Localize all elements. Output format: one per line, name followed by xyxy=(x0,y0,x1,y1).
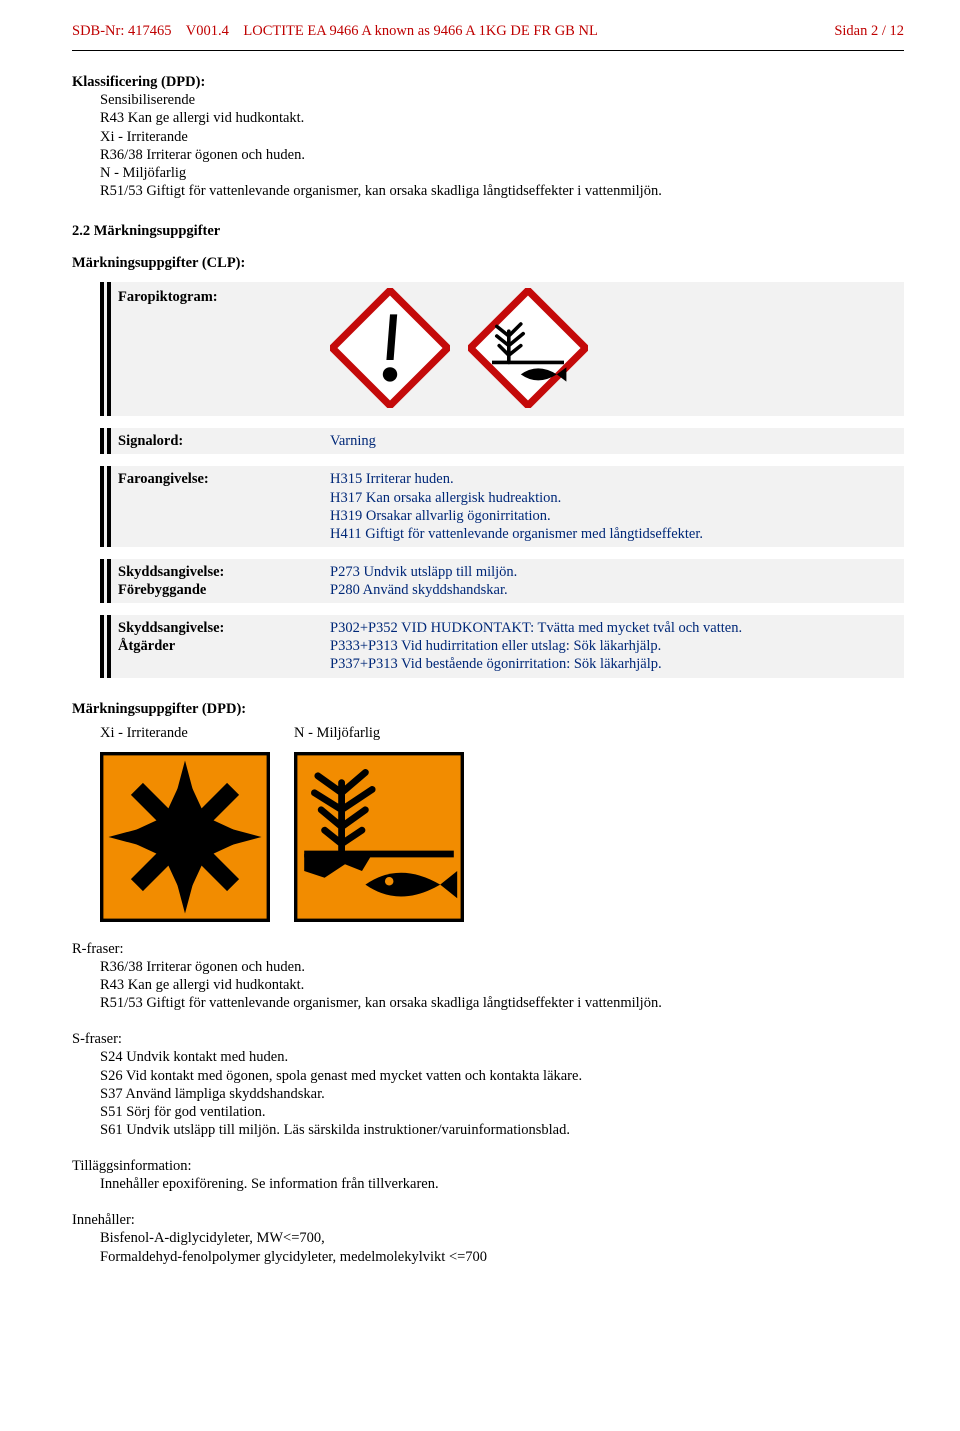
clp-response-label: Skyddsangivelse: Åtgärder xyxy=(114,615,324,659)
dpd-environment-icon xyxy=(294,752,464,922)
label-line: Åtgärder xyxy=(118,637,318,655)
clp-prevention-values: P273 Undvik utsläpp till miljön. P280 An… xyxy=(324,559,904,603)
clp-hazard-row: Faroangivelse: H315 Irriterar huden. H31… xyxy=(100,466,904,547)
p-statement: P273 Undvik utsläpp till miljön. xyxy=(330,563,898,581)
dpd-classification: Klassificering (DPD): Sensibiliserende R… xyxy=(72,73,904,200)
row-bars xyxy=(100,466,114,547)
contains-title: Innehåller: xyxy=(72,1211,904,1229)
ghs-exclamation-icon xyxy=(330,288,450,408)
h-statement: H315 Irriterar huden. xyxy=(330,470,898,488)
s-phrase: S26 Vid kontakt med ögonen, spola genast… xyxy=(100,1067,904,1085)
extra-info: Tilläggsinformation: Innehåller epoxiför… xyxy=(72,1157,904,1193)
section-2-2-heading: 2.2 Märkningsuppgifter xyxy=(72,222,904,240)
row-bars xyxy=(100,428,114,454)
s-phrases: S-fraser: S24 Undvik kontakt med huden. … xyxy=(72,1030,904,1139)
clp-signalword-row: Signalord: Varning xyxy=(100,428,904,454)
clp-response-row: Skyddsangivelse: Åtgärder P302+P352 VID … xyxy=(100,615,904,677)
r-phrases: R-fraser: R36/38 Irriterar ögonen och hu… xyxy=(72,940,904,1013)
clp-hazard-label: Faroangivelse: xyxy=(114,466,324,492)
dpd-class-line: R36/38 Irriterar ögonen och huden. xyxy=(100,146,904,164)
extra-title: Tilläggsinformation: xyxy=(72,1157,904,1175)
header-line: SDB-Nr: 417465 V001.4 LOCTITE EA 9466 A … xyxy=(72,22,904,40)
dpd-class-line: Sensibiliserende xyxy=(100,91,904,109)
dpd-class-line: R43 Kan ge allergi vid hudkontakt. xyxy=(100,109,904,127)
r-phrase: R43 Kan ge allergi vid hudkontakt. xyxy=(100,976,904,994)
r-phrase: R36/38 Irriterar ögonen och huden. xyxy=(100,958,904,976)
contains-line: Bisfenol-A-diglycidyleter, MW<=700, xyxy=(100,1229,904,1247)
divider xyxy=(72,50,904,51)
clp-title: Märkningsuppgifter (CLP): xyxy=(72,254,904,272)
p-statement: P302+P352 VID HUDKONTAKT: Tvätta med myc… xyxy=(330,619,898,637)
p-statement: P337+P313 Vid bestående ögonirritation: … xyxy=(330,655,898,673)
h-statement: H411 Giftigt för vattenlevande organisme… xyxy=(330,525,898,543)
contains-line: Formaldehyd-fenolpolymer glycidyleter, m… xyxy=(100,1248,904,1266)
s-phrase: S51 Sörj för god ventilation. xyxy=(100,1103,904,1121)
dpd-class-line: R51/53 Giftigt för vattenlevande organis… xyxy=(100,182,904,200)
page-number: Sidan 2 / 12 xyxy=(834,22,904,40)
version: V001.4 xyxy=(186,23,229,39)
clp-signal-value: Varning xyxy=(324,428,904,454)
row-bars xyxy=(100,282,114,416)
ghs-environment-icon xyxy=(468,288,588,408)
row-bars xyxy=(100,559,114,603)
clp-pictogram-row: Faropiktogram: xyxy=(100,282,904,416)
dpd-n-caption: N - Miljöfarlig xyxy=(294,724,380,742)
clp-response-values: P302+P352 VID HUDKONTAKT: Tvätta med myc… xyxy=(324,615,904,677)
dpd-xi-caption: Xi - Irriterande xyxy=(100,724,188,742)
dpd-xi-col: Xi - Irriterande xyxy=(100,724,270,922)
h-statement: H319 Orsakar allvarlig ögonirritation. xyxy=(330,507,898,525)
s-phrase: S61 Undvik utsläpp till miljön. Läs särs… xyxy=(100,1121,904,1139)
r-phrase: R51/53 Giftigt för vattenlevande organis… xyxy=(100,994,904,1012)
clp-signal-label: Signalord: xyxy=(114,428,324,454)
s-phrase: S37 Använd lämpliga skyddshandskar. xyxy=(100,1085,904,1103)
clp-prevention-label: Skyddsangivelse: Förebyggande xyxy=(114,559,324,603)
label-line: Förebyggande xyxy=(118,581,318,599)
dpd-symbol-row: Xi - Irriterande N - Miljöfarlig xyxy=(100,724,904,922)
dpd-irritant-icon xyxy=(100,752,270,922)
product-name: LOCTITE EA 9466 A known as 9466 A 1KG DE… xyxy=(243,23,597,39)
extra-text: Innehåller epoxiförening. Se information… xyxy=(100,1175,904,1193)
clp-hazard-values: H315 Irriterar huden. H317 Kan orsaka al… xyxy=(324,466,904,547)
page: SDB-Nr: 417465 V001.4 LOCTITE EA 9466 A … xyxy=(0,0,960,1431)
dpd-class-line: N - Miljöfarlig xyxy=(100,164,904,182)
header-left: SDB-Nr: 417465 V001.4 LOCTITE EA 9466 A … xyxy=(72,22,598,40)
label-line: Skyddsangivelse: xyxy=(118,619,318,637)
dpd-n-col: N - Miljöfarlig xyxy=(294,724,464,922)
h-statement: H317 Kan orsaka allergisk hudreaktion. xyxy=(330,489,898,507)
clp-prevention-row: Skyddsangivelse: Förebyggande P273 Undvi… xyxy=(100,559,904,603)
row-bars xyxy=(100,615,114,677)
dpd-class-title: Klassificering (DPD): xyxy=(72,73,904,91)
label-line: Skyddsangivelse: xyxy=(118,563,318,581)
dpd-class-line: Xi - Irriterande xyxy=(100,128,904,146)
sdb-no: SDB-Nr: 417465 xyxy=(72,23,172,39)
dpd-mark-title: Märkningsuppgifter (DPD): xyxy=(72,700,904,718)
p-statement: P280 Använd skyddshandskar. xyxy=(330,581,898,599)
contains: Innehåller: Bisfenol-A-diglycidyleter, M… xyxy=(72,1211,904,1265)
s-phrase: S24 Undvik kontakt med huden. xyxy=(100,1048,904,1066)
p-statement: P333+P313 Vid hudirritation eller utslag… xyxy=(330,637,898,655)
s-phrases-title: S-fraser: xyxy=(72,1030,904,1048)
clp-pictogram-label: Faropiktogram: xyxy=(114,282,324,310)
clp-pictograms xyxy=(324,282,904,416)
clp-block: Faropiktogram: xyxy=(100,282,904,677)
r-phrases-title: R-fraser: xyxy=(72,940,904,958)
